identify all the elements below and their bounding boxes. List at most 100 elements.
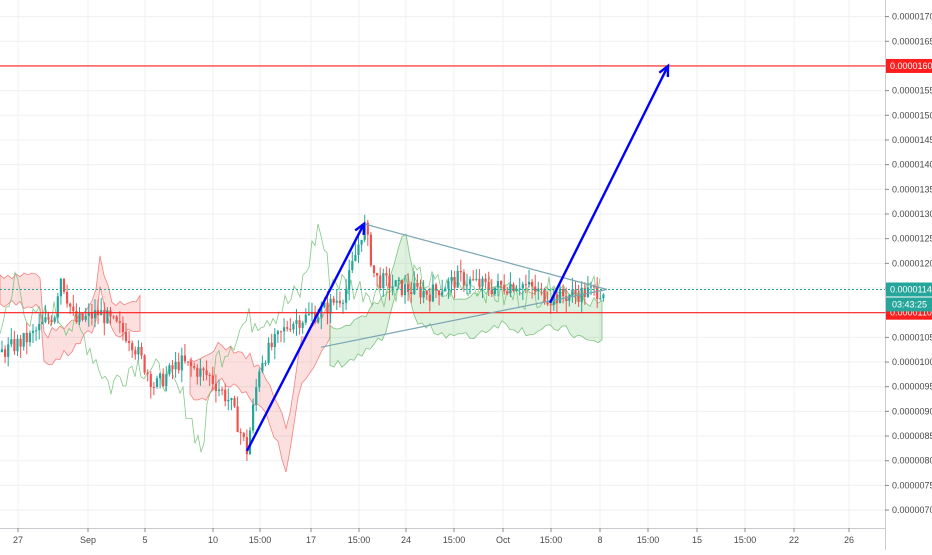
candle-body — [596, 286, 599, 300]
candle-body — [152, 386, 155, 388]
x-tick-label: 27 — [13, 535, 23, 545]
candle-body — [202, 368, 205, 371]
candle-body — [376, 273, 379, 276]
candle-body — [469, 279, 472, 285]
candle-body — [183, 355, 186, 362]
candle-body — [75, 311, 78, 322]
y-tick-label: 0.00001650 — [892, 36, 932, 46]
y-tick-label: 0.00001350 — [892, 184, 932, 194]
candle-body — [140, 347, 143, 356]
candle-body — [72, 306, 75, 312]
x-tick-label: 15:00 — [249, 535, 272, 545]
candle-body — [490, 289, 493, 295]
candle-body — [453, 276, 456, 288]
candle-body — [261, 363, 264, 372]
y-tick-label: 0.00001250 — [892, 234, 932, 244]
candle-body — [146, 372, 149, 375]
candle-body — [59, 278, 62, 297]
triangle-upper-line — [363, 223, 608, 291]
candle-body — [571, 289, 574, 296]
candle-body — [205, 370, 208, 376]
candle-body — [50, 319, 53, 323]
candle-body — [252, 404, 255, 431]
candle-body — [422, 291, 425, 298]
candle-body — [276, 331, 279, 335]
y-tick-label: 0.00001200 — [892, 258, 932, 268]
candle-body — [84, 315, 87, 320]
candle-body — [109, 310, 112, 317]
candle-body — [589, 286, 593, 288]
candle-body — [496, 281, 500, 288]
candle-body — [521, 284, 524, 289]
candle-body — [217, 389, 221, 392]
candle-body — [543, 289, 546, 303]
candle-body — [552, 294, 555, 305]
y-tick-label: 0.00000950 — [892, 382, 932, 392]
cloud-bearish-1 — [0, 255, 141, 366]
candle-body — [270, 342, 273, 348]
candle-body — [593, 286, 596, 288]
candle-body — [10, 339, 13, 345]
candle-body — [106, 310, 109, 324]
candle-body — [90, 312, 93, 319]
candle-body — [431, 284, 434, 302]
candle-body — [475, 278, 478, 280]
candles — [0, 214, 605, 461]
y-tick-label: 0.00001050 — [892, 332, 932, 342]
candle-body — [506, 291, 509, 294]
candle-body — [493, 287, 496, 295]
candle-body — [279, 331, 283, 333]
candle-body — [345, 289, 348, 303]
candle-body — [444, 288, 447, 292]
candle-body — [227, 399, 230, 402]
y-tick-label: 0.00001300 — [892, 209, 932, 219]
candle-body — [190, 361, 193, 367]
arrows — [245, 63, 670, 452]
candle-body — [317, 317, 320, 323]
candle-body — [25, 332, 28, 343]
x-tick-label: 10 — [208, 535, 218, 545]
x-axis: 27 Sep 5 10 15:00 17 15:00 24 15:00 Oct 15:00 8 15:0… — [0, 528, 885, 550]
candle-body — [121, 323, 124, 333]
candle-body — [441, 291, 444, 296]
candle-body — [549, 304, 552, 306]
candle-body — [379, 275, 382, 289]
candle-body — [115, 316, 118, 322]
candle-body — [41, 321, 44, 324]
candle-body — [233, 398, 236, 407]
candle-body — [531, 281, 534, 287]
candle-body — [524, 284, 527, 286]
candle-body — [236, 406, 239, 432]
candle-body — [335, 300, 338, 303]
candle-body — [410, 291, 413, 294]
candle-body — [149, 374, 152, 387]
x-tick-label: Oct — [496, 535, 511, 545]
x-tick-label: 15:00 — [443, 535, 466, 545]
candle-body — [487, 282, 490, 290]
price-badge-last-price — [886, 282, 932, 297]
candle-body — [242, 433, 245, 438]
y-tick-label: 0.00001000 — [892, 357, 932, 367]
triangle-pattern — [320, 223, 608, 348]
candle-body — [419, 286, 422, 298]
candle-body — [558, 288, 562, 304]
candle-body — [447, 280, 450, 289]
grid — [0, 0, 885, 528]
candle-body — [28, 332, 31, 343]
arrow-head — [658, 63, 670, 77]
x-tick-label: 15:00 — [734, 535, 757, 545]
candle-body — [286, 327, 289, 329]
y-tick-label: 0.00000750 — [892, 480, 932, 490]
candle-body — [273, 334, 276, 348]
candle-body — [143, 355, 146, 373]
x-tick-label: Sep — [80, 535, 96, 545]
candle-body — [128, 341, 131, 343]
candle-body — [484, 278, 487, 283]
candle-body — [4, 349, 7, 357]
candle-body — [93, 310, 97, 319]
y-tick-label: 0.00000850 — [892, 431, 932, 441]
candle-body — [438, 290, 441, 296]
candle-body — [518, 288, 521, 290]
